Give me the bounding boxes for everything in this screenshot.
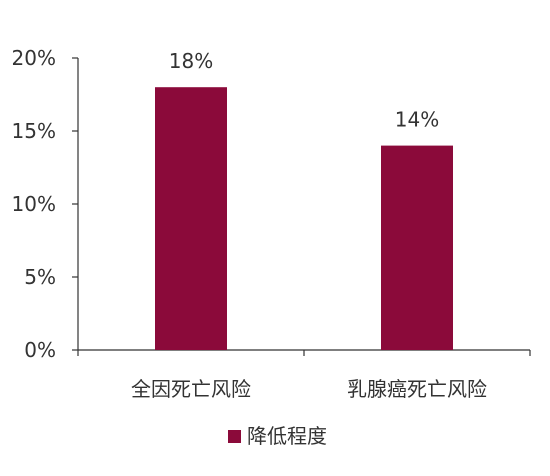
data-label: 18%	[169, 49, 213, 73]
y-tick-label: 15%	[12, 119, 56, 143]
legend-swatch	[228, 430, 241, 443]
legend-label: 降低程度	[247, 424, 327, 448]
y-axis: 0% 5% 10% 15% 20%	[12, 46, 79, 362]
x-category-label: 全因死亡风险	[131, 377, 251, 401]
x-axis: 全因死亡风险 乳腺癌死亡风险	[77, 349, 531, 401]
y-tick-label: 0%	[24, 338, 56, 362]
data-label: 14%	[395, 108, 439, 132]
data-labels: 18% 14%	[169, 49, 439, 131]
y-tick-label: 10%	[12, 192, 56, 216]
y-tick-label: 5%	[24, 265, 56, 289]
x-category-label: 乳腺癌死亡风险	[347, 377, 487, 401]
y-tick-label: 20%	[12, 46, 56, 70]
bar	[155, 87, 227, 350]
legend: 降低程度	[228, 424, 327, 448]
bars	[155, 87, 453, 350]
bar	[381, 145, 453, 350]
